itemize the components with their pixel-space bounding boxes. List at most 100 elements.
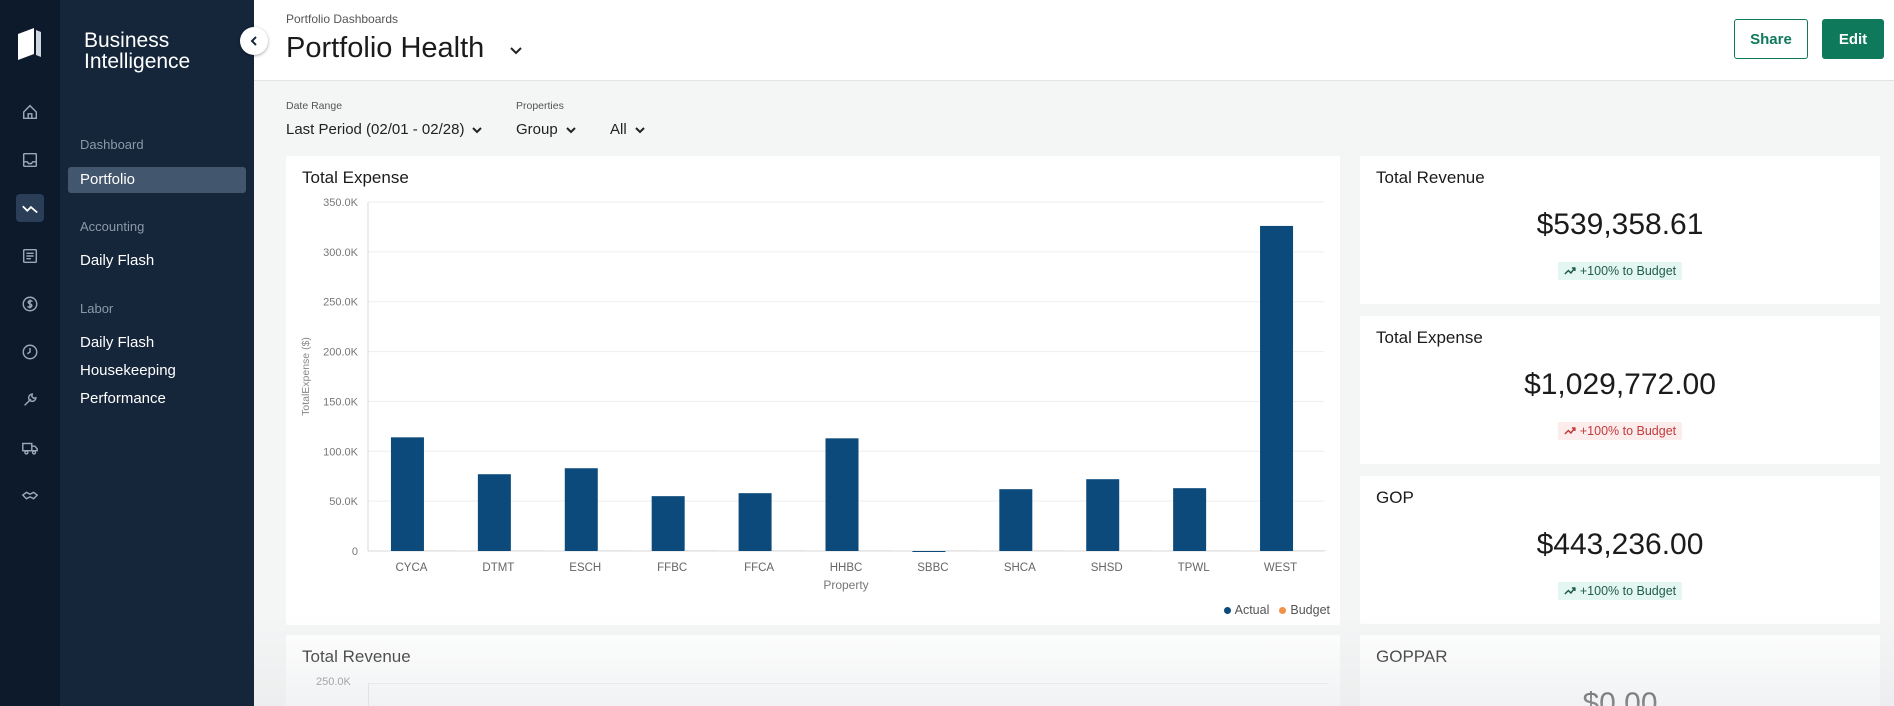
nav-item-housekeeping[interactable]: Housekeeping: [80, 362, 176, 379]
x-tick-label: SBBC: [917, 562, 948, 574]
properties-label: Properties: [516, 100, 564, 112]
kpi-delta-badge: +100% to Budget: [1557, 582, 1683, 600]
trend-icon[interactable]: [16, 194, 44, 222]
bar-budget-ffbc: [684, 550, 718, 551]
kpi-card-gop: GOP $443,236.00 +100% to Budget: [1360, 476, 1880, 624]
kpi-value: $1,029,772.00: [1524, 368, 1716, 401]
y-tick-label: 300.0K: [323, 247, 359, 259]
handshake-icon[interactable]: [16, 482, 44, 510]
edit-button[interactable]: Edit: [1822, 19, 1884, 59]
x-tick-label: ESCH: [569, 562, 601, 574]
bar-actual-hhbc: [825, 438, 859, 551]
kpi-value: $539,358.61: [1536, 208, 1704, 241]
nav-item-portfolio[interactable]: Portfolio: [68, 167, 246, 193]
x-tick-label: WEST: [1264, 562, 1297, 574]
legend-label-budget: Budget: [1290, 603, 1330, 617]
bar-actual-west: [1260, 225, 1294, 551]
nav-item-labor-daily-flash[interactable]: Daily Flash: [80, 334, 155, 351]
trend-up-icon: [1564, 587, 1576, 595]
dollar-icon[interactable]: [16, 290, 44, 318]
nav-item-accounting-daily-flash[interactable]: Daily Flash: [80, 252, 155, 269]
chart-title: Total Revenue: [302, 647, 411, 666]
inbox-icon[interactable]: [16, 146, 44, 174]
revenue-y-tick: 250.0K: [316, 676, 351, 688]
bar-actual-cyca: [390, 437, 424, 551]
breadcrumb[interactable]: Portfolio Dashboards: [286, 12, 399, 26]
scope-select[interactable]: All: [610, 121, 647, 138]
x-tick-label: FFCA: [744, 562, 774, 574]
truck-icon[interactable]: [16, 434, 44, 462]
date-range-select[interactable]: Last Period (02/01 - 02/28): [286, 121, 484, 138]
x-tick-label: CYCA: [395, 562, 427, 574]
properties-value: Group: [516, 121, 558, 138]
bar-budget-shsd: [1119, 550, 1153, 551]
page-title: Portfolio Health: [286, 32, 485, 64]
scope-value: All: [610, 121, 627, 138]
legend-dot-actual: [1223, 607, 1231, 615]
y-tick-label: 350.0K: [323, 197, 359, 209]
kpi-delta-text: +100% to Budget: [1579, 264, 1677, 278]
main-content: Portfolio Dashboards Portfolio Health Sh…: [254, 0, 1894, 706]
wrench-icon[interactable]: [16, 386, 44, 414]
x-tick-label: SHSD: [1091, 562, 1123, 574]
clock-icon[interactable]: [16, 338, 44, 366]
bar-actual-tpwl: [1173, 488, 1207, 551]
bar-budget-shca: [1032, 550, 1066, 551]
brand-title: Business Intelligence: [84, 30, 244, 72]
brand-line-1: Business: [84, 29, 170, 52]
kpi-title: GOP: [1376, 488, 1414, 507]
dashboard-select-chevron-icon[interactable]: [508, 43, 524, 59]
legend-item-actual[interactable]: Actual: [1223, 603, 1270, 617]
kpi-card-total-revenue: Total Revenue $539,358.61 +100% to Budge…: [1360, 156, 1880, 304]
chevron-left-icon: [250, 36, 257, 46]
brand-line-2: Intelligence: [84, 50, 191, 73]
icon-rail: [0, 0, 60, 706]
x-tick-label: TPWL: [1178, 562, 1211, 574]
y-axis-label: TotalExpense ($): [300, 337, 312, 416]
kpi-title: GOPPAR: [1376, 647, 1448, 666]
nav-item-performance[interactable]: Performance: [80, 390, 166, 407]
kpi-delta-badge: +100% to Budget: [1557, 422, 1683, 440]
y-tick-label: 100.0K: [323, 446, 359, 458]
y-axis-line: [368, 683, 369, 706]
app-logo-icon[interactable]: [14, 24, 44, 64]
bar-budget-sbbc: [945, 550, 979, 551]
bar-actual-dtmt: [477, 474, 511, 551]
share-button[interactable]: Share: [1734, 19, 1808, 59]
report-icon[interactable]: [16, 242, 44, 270]
bar-budget-hhbc: [858, 550, 892, 551]
bar-budget-esch: [597, 550, 631, 551]
date-range-label: Date Range: [286, 100, 343, 112]
y-tick-label: 50.0K: [329, 496, 358, 508]
bar-budget-cyca: [423, 550, 457, 551]
x-tick-label: FFBC: [657, 562, 687, 574]
bar-actual-shca: [999, 489, 1033, 551]
chevron-down-icon: [565, 126, 576, 133]
bar-actual-shsd: [1086, 479, 1120, 551]
bar-actual-ffca: [738, 493, 772, 551]
total-revenue-chart-card: Total Revenue 250.0K: [286, 635, 1340, 706]
kpi-delta-badge: +100% to Budget: [1557, 262, 1683, 280]
legend-label-actual: Actual: [1234, 603, 1270, 617]
x-tick-label: DTMT: [482, 562, 514, 574]
bar-actual-ffbc: [651, 496, 685, 551]
collapse-sidebar-button[interactable]: [240, 27, 268, 55]
home-icon[interactable]: [16, 98, 44, 126]
trend-up-icon: [1564, 427, 1576, 435]
y-tick-label: 0: [352, 546, 358, 558]
chart-legend: Actual Budget: [1223, 603, 1330, 617]
x-axis-label: Property: [823, 578, 868, 592]
y-tick-label: 250.0K: [323, 297, 359, 309]
kpi-title: Total Revenue: [1376, 168, 1485, 187]
chart-title: Total Expense: [302, 168, 409, 187]
legend-item-budget[interactable]: Budget: [1279, 603, 1330, 617]
trend-up-icon: [1564, 267, 1576, 275]
kpi-value: $443,236.00: [1536, 528, 1704, 561]
y-tick-label: 150.0K: [323, 396, 359, 408]
x-tick-label: SHCA: [1004, 562, 1036, 574]
kpi-delta-text: +100% to Budget: [1579, 424, 1677, 438]
nav-section-labor: Labor: [80, 301, 114, 316]
properties-select[interactable]: Group: [516, 121, 578, 138]
bar-budget-tpwl: [1206, 550, 1240, 551]
page-header: Portfolio Dashboards Portfolio Health Sh…: [254, 0, 1894, 81]
